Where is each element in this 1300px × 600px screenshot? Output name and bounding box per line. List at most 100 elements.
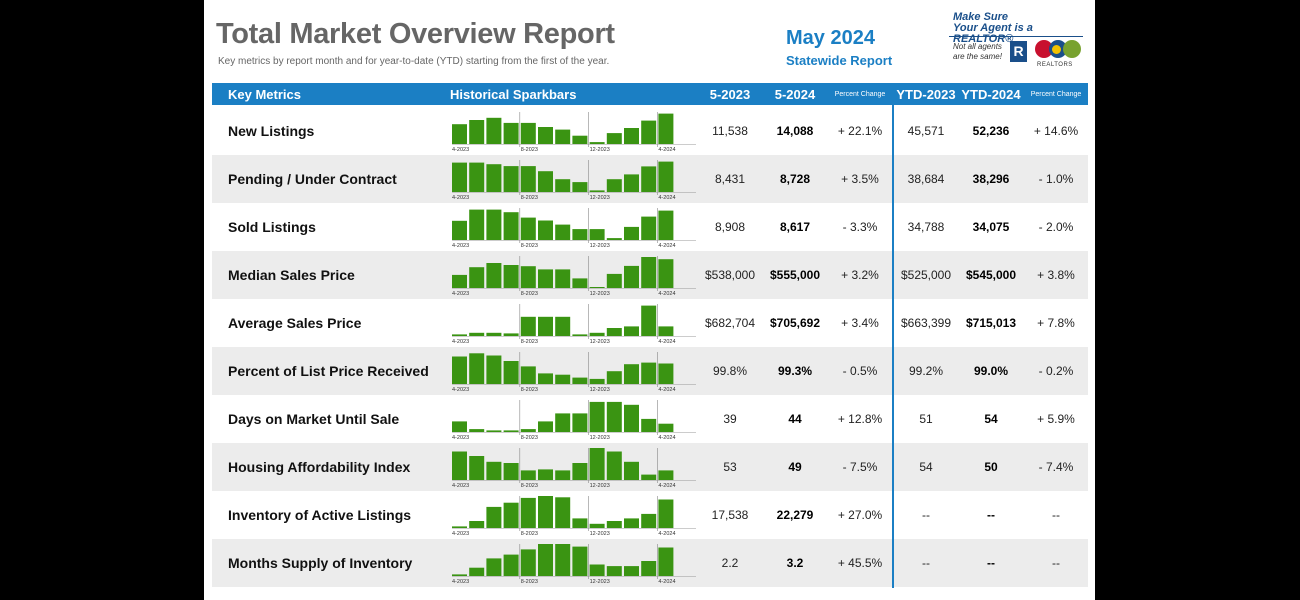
sparkbar [606, 566, 622, 576]
sparkbar [624, 461, 639, 480]
sparkbar-tick-label: 8-2023 [521, 387, 538, 392]
sparkbar [555, 374, 571, 384]
sparkbar-chart-sold-listings: 4-2023 8-2023 12-2023 4-2024 [452, 208, 696, 248]
sparkbar [624, 364, 639, 384]
sparkbar-tick-label: 12-2023 [590, 531, 610, 536]
sparkbar-chart-median-sales-price: 4-2023 8-2023 12-2023 4-2024 [452, 256, 696, 296]
header-col-ytd-2024: YTD-2024 [961, 87, 1021, 102]
report-sheet: Total Market Overview Report Key metrics… [204, 0, 1095, 600]
sparkbar [452, 526, 467, 528]
sparkbar-tick-label: 12-2023 [590, 579, 610, 584]
sparkbar [589, 229, 605, 240]
value-ytd-pct-change: - 7.4% [1038, 460, 1074, 474]
sparkbar [658, 499, 674, 528]
metric-name: Housing Affordability Index [228, 459, 411, 475]
sparkbar [555, 470, 571, 480]
sparkbar [520, 549, 536, 576]
sparkbar [555, 544, 571, 576]
header-col-5-2023: 5-2023 [709, 87, 751, 102]
value-pct-change: + 27.0% [837, 508, 883, 522]
sparkbar [589, 287, 605, 288]
sparkbar [555, 413, 571, 432]
sparkbar [658, 470, 674, 480]
realtor-r-icon: R [1010, 41, 1027, 62]
value-5-2024: 3.2 [786, 556, 804, 570]
sparkbar [555, 129, 571, 144]
sparkbar-tick-label: 12-2023 [590, 291, 610, 296]
sparkbar [589, 401, 605, 432]
metric-name: Months Supply of Inventory [228, 555, 413, 571]
header-col-5-2024: 5-2024 [774, 87, 816, 102]
sparkbar [486, 355, 502, 384]
sparkbar [469, 567, 485, 576]
sparkbar [486, 332, 502, 336]
sparkbar [641, 305, 657, 336]
value-ytd-2023: 38,684 [907, 172, 945, 186]
sparkbar-tick-label: 12-2023 [590, 147, 610, 152]
sparkbar-tick-label: 8-2023 [521, 483, 538, 488]
sparkbar-tick-label: 8-2023 [521, 531, 538, 536]
sparkbar [658, 259, 674, 288]
sparkbar [572, 135, 588, 144]
sparkbar-tick-label: 4-2023 [452, 195, 469, 200]
sparkbar [486, 430, 502, 432]
sparkbar [503, 554, 519, 576]
sparkbar-tick-label: 4-2023 [452, 579, 469, 584]
colorado-sun-icon [1052, 45, 1061, 54]
sparkbar [658, 161, 674, 192]
metric-name: Pending / Under Contract [228, 171, 397, 187]
sparkbar-tick-label: 8-2023 [521, 291, 538, 296]
sparkbar [452, 162, 467, 192]
table-row: Average Sales Price 4-2023 8-2023 12-2023 4-… [212, 299, 1088, 347]
value-5-2023: 39 [723, 412, 737, 426]
sparkbar [606, 273, 622, 288]
value-ytd-2023: 51 [919, 412, 933, 426]
value-5-2023: 2.2 [721, 556, 739, 570]
sparkbar-tick-label: 4-2023 [452, 291, 469, 296]
sparkbar-chart-inventory-of-active-listings: 4-2023 8-2023 12-2023 4-2024 [452, 496, 696, 536]
sparkbar [469, 456, 485, 480]
sparkbar [641, 166, 657, 192]
sparkbar-tick-label: 12-2023 [590, 387, 610, 392]
sparkbar-tick-label: 4-2023 [452, 243, 469, 248]
value-5-2023: $682,704 [704, 316, 756, 330]
sparkbar [469, 521, 485, 528]
sparkbar [520, 316, 536, 336]
value-ytd-2024: -- [987, 556, 995, 570]
value-ytd-2024: 34,075 [972, 220, 1010, 234]
sparkbar [589, 564, 605, 576]
logo-line3: Not all agents [953, 42, 1002, 51]
sparkbar [572, 278, 588, 288]
sparkbar [624, 518, 639, 528]
table-row: Pending / Under Contract 4-2023 8-2023 12-2… [212, 155, 1088, 203]
sparkbar [538, 469, 553, 480]
report-title: Total Market Overview Report [216, 18, 615, 50]
sparkbar-chart-pending-under-contract: 4-2023 8-2023 12-2023 4-2024 [452, 160, 696, 200]
sparkbar [641, 474, 657, 480]
sparkbar [452, 451, 467, 480]
sparkbar-tick-label: 8-2023 [521, 147, 538, 152]
sparkbar [641, 561, 657, 576]
sparkbar [658, 326, 674, 336]
value-ytd-2024: $715,013 [965, 316, 1017, 330]
sparkbar [520, 429, 536, 432]
sparkbar [624, 174, 639, 192]
logo-line4: are the same! [953, 52, 1002, 61]
sparkbar [641, 513, 657, 528]
sparkbar-chart-new-listings: 4-2023 8-2023 12-2023 4-2024 [452, 112, 696, 152]
value-5-2023: 11,538 [712, 124, 748, 138]
sparkbar [503, 333, 519, 336]
value-ytd-pct-change: - 2.0% [1038, 220, 1074, 234]
value-ytd-pct-change: - 1.0% [1038, 172, 1074, 186]
sparkbar [589, 523, 605, 528]
sparkbar [624, 265, 639, 288]
logo-tagline: Make Sure Your Agent is a REALTOR® [953, 12, 1089, 45]
value-5-2023: 17,538 [711, 508, 749, 522]
sparkbar [589, 332, 605, 336]
header-col-ytd-2023: YTD-2023 [896, 87, 956, 102]
value-ytd-pct-change: + 3.8% [1037, 268, 1075, 282]
sparkbar [641, 257, 657, 288]
sparkbar-chart-average-sales-price: 4-2023 8-2023 12-2023 4-2024 [452, 304, 696, 344]
sparkbar [624, 128, 639, 144]
value-pct-change: - 3.3% [842, 220, 878, 234]
